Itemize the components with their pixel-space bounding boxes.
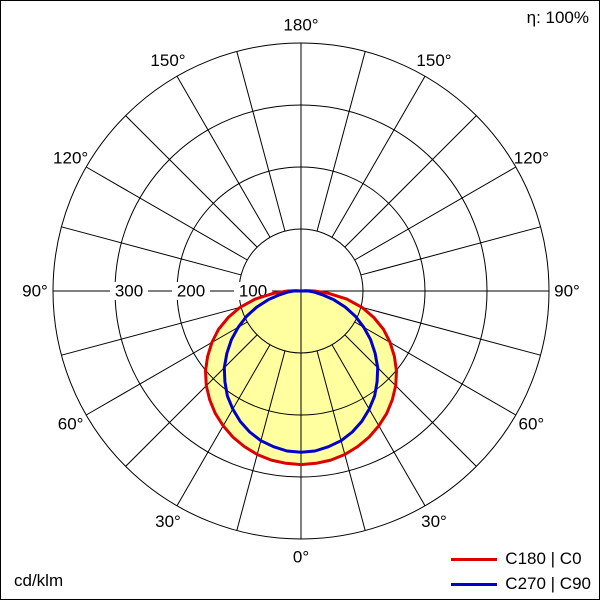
svg-text:200: 200 — [177, 282, 205, 301]
efficiency-label: η: 100% — [526, 8, 589, 27]
legend-item-c90: C270 | C90 — [451, 574, 591, 594]
svg-text:120°: 120° — [53, 149, 88, 168]
svg-text:0°: 0° — [293, 548, 309, 567]
svg-text:300: 300 — [115, 282, 143, 301]
svg-text:60°: 60° — [58, 415, 84, 434]
svg-text:30°: 30° — [155, 512, 181, 531]
legend-line-c90 — [451, 582, 498, 586]
svg-text:100: 100 — [239, 282, 267, 301]
legend: C180 | C0 C270 | C90 — [451, 549, 591, 594]
svg-text:90°: 90° — [554, 282, 580, 301]
svg-text:120°: 120° — [514, 149, 549, 168]
unit-label: cd/klm — [14, 571, 64, 590]
svg-text:90°: 90° — [22, 282, 48, 301]
legend-item-c0: C180 | C0 — [451, 549, 591, 569]
svg-text:30°: 30° — [421, 512, 447, 531]
svg-text:150°: 150° — [150, 51, 185, 70]
legend-line-c0 — [451, 557, 498, 561]
legend-label-c90: C270 | C90 — [505, 574, 591, 593]
svg-text:180°: 180° — [283, 16, 318, 35]
legend-label-c0: C180 | C0 — [505, 549, 582, 568]
svg-text:150°: 150° — [416, 51, 451, 70]
svg-text:60°: 60° — [519, 415, 545, 434]
